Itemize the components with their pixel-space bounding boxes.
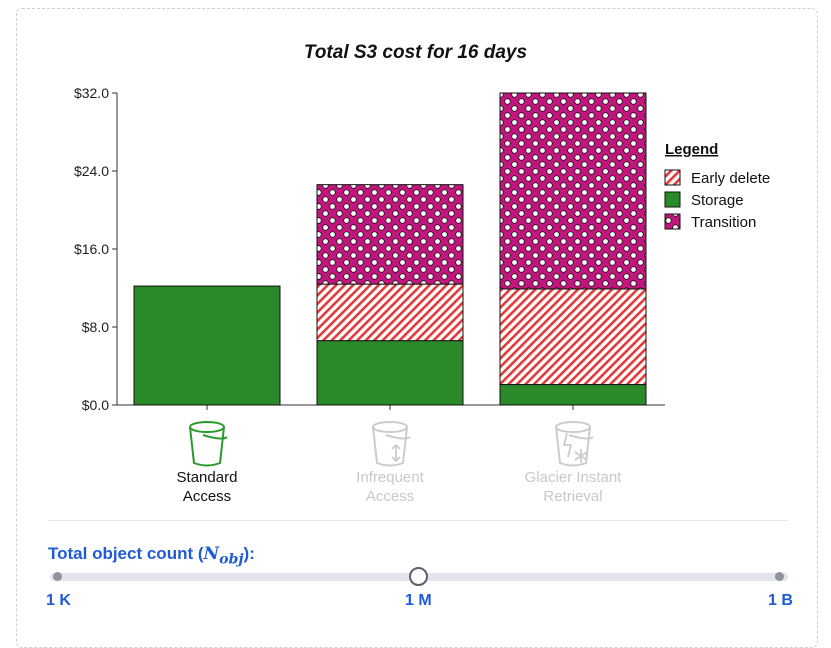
bar-transition: [316, 184, 464, 285]
bucket-rim: [372, 421, 408, 433]
category-label[interactable]: Access: [366, 488, 414, 505]
bucket-rim: [555, 421, 591, 433]
infrequent-bucket-icon[interactable]: [372, 421, 411, 467]
bucket-handle: [385, 434, 411, 440]
category-label[interactable]: Retrieval: [543, 488, 602, 505]
category-label[interactable]: Infrequent: [356, 469, 424, 486]
bar-transition: [499, 92, 647, 290]
slider-min-label: 1 K: [46, 592, 71, 609]
chart-title: Total S3 cost for 16 days: [303, 42, 528, 63]
bar-chart: $0.0 $8.0 $16.0 $24.0 $32.0 Standard Access In…: [74, 85, 770, 505]
slider-max-label: 1 B: [768, 592, 793, 609]
bar-storage: [133, 285, 281, 406]
standard-bucket-icon[interactable]: [189, 421, 228, 467]
bucket-rim: [189, 421, 225, 433]
slider-label-var: Nobj: [203, 544, 244, 568]
legend-label: Storage: [691, 192, 744, 209]
slider-label: Total object count (Nobj):: [48, 544, 255, 567]
y-tick-label: $24.0: [74, 163, 109, 179]
lightning-bolt: [562, 432, 573, 458]
slider-stop-max[interactable]: [775, 572, 784, 581]
bucket-body: [189, 426, 225, 467]
category-label[interactable]: Standard: [177, 469, 238, 486]
slider-mid-label: 1 M: [405, 592, 432, 609]
bucket-body: [372, 426, 408, 467]
y-tick-label: $16.0: [74, 241, 109, 257]
y-tick-label: $0.0: [82, 397, 109, 413]
object-count-slider-handle[interactable]: [409, 567, 428, 586]
y-tick-label: $8.0: [82, 319, 109, 335]
slider-stop-min[interactable]: [53, 572, 62, 581]
bar-early-delete: [316, 283, 464, 342]
category-label[interactable]: Access: [183, 488, 231, 505]
bar-early-delete: [499, 288, 647, 386]
y-tick-label: $32.0: [74, 85, 109, 101]
legend-label: Transition: [691, 214, 756, 231]
slider-label-end: ):: [243, 544, 255, 563]
bucket-handle: [202, 434, 228, 440]
legend-swatch-early-delete: [664, 169, 681, 186]
bar-storage: [499, 384, 647, 406]
bar-storage: [316, 340, 464, 406]
legend-title: Legend: [665, 141, 718, 158]
legend-label: Early delete: [691, 170, 770, 187]
divider: [48, 520, 788, 521]
bucket-body: [555, 426, 591, 467]
slider-label-text: Total object count (: [48, 544, 204, 563]
legend-swatch-transition: [664, 213, 681, 230]
bucket-handle: [568, 434, 594, 440]
legend-swatch-storage: [664, 191, 681, 208]
glacier-bucket-icon[interactable]: [555, 421, 594, 467]
category-label[interactable]: Glacier Instant: [525, 469, 623, 486]
snowflake: [574, 449, 588, 463]
up-down-arrow: [391, 443, 401, 463]
